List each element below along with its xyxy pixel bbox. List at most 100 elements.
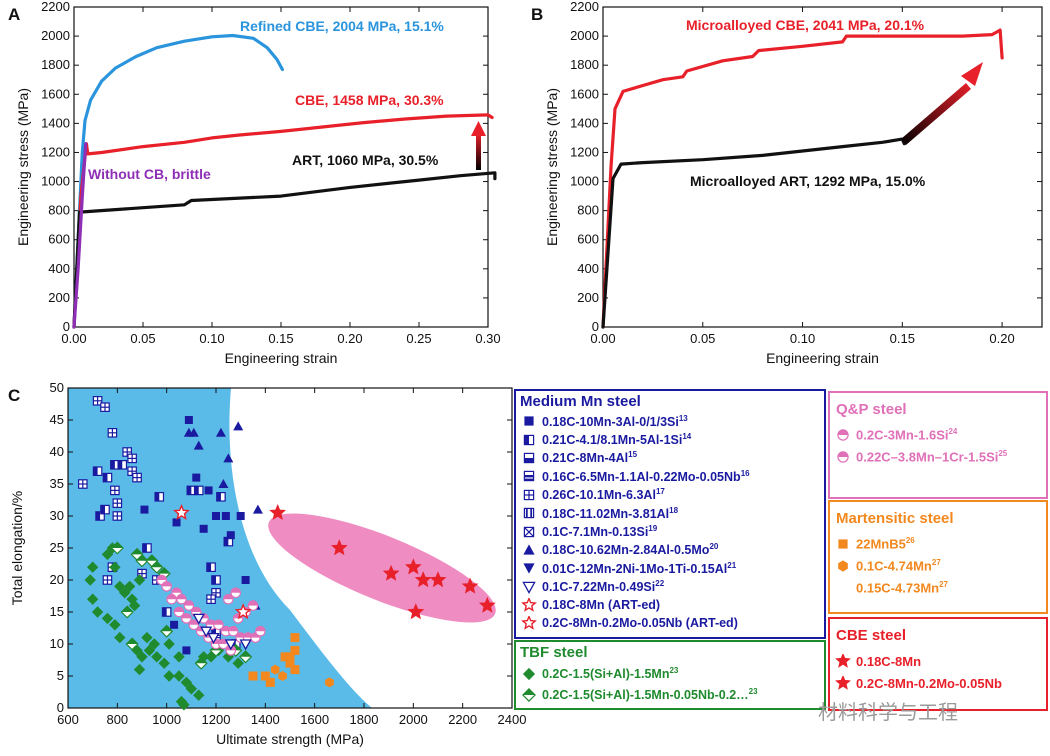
microalloyed-cbe-curve	[601, 28, 1004, 329]
panel-b-ytick-label: 2200	[570, 0, 599, 14]
panel-b-ytick-label: 1000	[570, 174, 599, 189]
legend-marker-sq-half-h	[523, 452, 535, 464]
tbf-half-point	[125, 637, 139, 651]
panel-a-xlabel: Engineering strain	[225, 350, 338, 366]
medium-mn-half-point-fill	[155, 492, 160, 501]
qp-point	[161, 581, 172, 592]
panel-c-xtick-label: 1800	[350, 712, 379, 727]
legend-item: 0.2C-1.5(Si+Al)-1.5Mn-0.05Nb-0.2…23	[520, 684, 824, 705]
legend-item-ref: 14	[682, 432, 692, 441]
medium-mn-open-triangle-point	[200, 626, 213, 638]
medium-mn-solid-point	[140, 505, 149, 514]
panel-a-xtick-label: 0.25	[406, 331, 431, 346]
medium-mn-half-point-fill	[95, 511, 101, 521]
panel-c-xtick-label: 2000	[399, 712, 428, 727]
medium-mn-solid-point	[192, 473, 201, 482]
legend-marker-sq-grid	[523, 489, 535, 500]
legend-item: 0.15C-4.73Mn27	[834, 577, 1046, 599]
legend-marker-shape	[522, 667, 536, 680]
legend-item: 0.1C-7.1Mn-0.13Si19	[520, 522, 824, 540]
cbe-star-point	[269, 503, 287, 521]
tbf-half-point	[110, 541, 124, 555]
panel-b-xtick-label: 0.10	[790, 331, 815, 346]
legend-item: 0.18C-8Mn	[834, 650, 1046, 672]
panel-c-ytick-label: 20	[50, 572, 64, 587]
qp-point-fill	[255, 626, 266, 632]
tbf-half-point-fill	[151, 561, 163, 568]
tbf-solid-point	[148, 638, 161, 650]
tbf-solid-point	[126, 593, 138, 605]
legend-marker-shape	[523, 507, 535, 519]
panel-a-ytick-label: 400	[48, 261, 70, 276]
tbf-solid-point	[101, 548, 114, 561]
legend-item-ref: 23	[669, 665, 679, 675]
panel-c-ytick-label: 35	[50, 476, 64, 491]
legend-marker-shape	[835, 676, 851, 690]
tbf-solid-point	[128, 599, 141, 612]
tbf-solid-point	[141, 631, 153, 644]
martensitic-hex-point	[278, 671, 287, 681]
qp-point-fill	[191, 607, 201, 612]
legend-item-ref: 21	[727, 560, 737, 570]
medium-mn-half-point	[161, 607, 172, 617]
legend-item-label: 0.21C-8Mn-4Al15	[542, 450, 638, 466]
legend-marker-sq-or	[838, 539, 848, 549]
tbf-solid-point	[185, 683, 198, 695]
tbf-solid-point	[86, 561, 99, 573]
medium-mn-solid-point	[199, 524, 208, 533]
legend-marker-star	[835, 676, 851, 690]
legend-item: 22MnB526	[834, 533, 1046, 555]
medium-mn-triangle-point	[233, 421, 244, 431]
panel-c-xtick-label: 1400	[251, 712, 280, 727]
legend-item: 0.21C-8Mn-4Al15	[520, 449, 824, 467]
legend-cbe: CBE steel 0.18C-8Mn 0.2C-8Mn-0.2Mo-0.05Nb	[828, 617, 1048, 711]
legend-item: 0.1C-4.74Mn27	[834, 555, 1046, 577]
pink-region	[268, 513, 496, 623]
medium-mn-triangle-point	[188, 427, 199, 437]
legend-item-label: 0.2C-8Mn-0.2Mo-0.05Nb (ART-ed)	[542, 616, 738, 631]
legend-title: TBF steel	[520, 644, 588, 661]
panel-a-ytick-label: 2000	[41, 28, 70, 43]
legend-marker-shape-bar	[524, 475, 534, 478]
cbe-star-point	[407, 603, 425, 620]
legend-marker-circ-half	[837, 451, 849, 463]
qp-point-fill	[213, 620, 224, 625]
legend-marker-shape	[523, 544, 535, 555]
qp-point-fill	[248, 600, 258, 606]
panel-c-xtick-label: 1200	[202, 712, 231, 727]
tbf-solid-point	[91, 606, 104, 618]
tbf-half-point-fill	[126, 638, 138, 644]
panel-a-ytick-label: 1200	[41, 144, 70, 159]
panel-c-regions	[68, 388, 496, 708]
tbf-half-point	[194, 656, 208, 670]
legend-marker-shape	[837, 451, 849, 463]
panel-b-ytick-label: 1200	[570, 144, 599, 159]
legend-item-ref: 19	[648, 523, 658, 533]
tbf-solid-point	[133, 574, 146, 586]
panel-a-xtick-label: 0.15	[268, 331, 293, 346]
panel-a-ytick-label: 200	[48, 290, 70, 305]
medium-mn-grid-point	[102, 575, 113, 585]
legend-marker-dia-half	[522, 687, 536, 702]
cbe-label: CBE, 1458 MPa, 30.3%	[295, 92, 444, 108]
legend-title: Q&P steel	[836, 401, 907, 418]
panel-b-ytick-label: 1600	[570, 86, 599, 101]
legend-marker-shape	[523, 434, 535, 445]
medium-mn-half-point-fill	[118, 460, 123, 469]
qp-point-fill	[189, 620, 199, 625]
legend-item: 0.2C-8Mn-0.2Mo-0.05Nb	[834, 672, 1046, 694]
panel-c-ylabel: Total elongation/%	[9, 491, 25, 605]
legend-marker-shape-line	[523, 526, 535, 537]
medium-mn-half-point-fill	[206, 563, 212, 572]
tbf-half-point-fill	[121, 606, 133, 612]
legend-title: Medium Mn steel	[520, 393, 641, 410]
medium-mn-half-point-fill	[216, 492, 221, 501]
qp-point	[166, 593, 177, 605]
qp-point	[181, 613, 192, 624]
medium-mn-triangle-point	[218, 479, 229, 488]
legend-title: Martensitic steel	[836, 510, 954, 527]
legend-marker-tri-down	[523, 563, 535, 574]
medium-mn-open-triangle-point	[192, 613, 205, 625]
legend-item-label: 0.2C-8Mn-0.2Mo-0.05Nb	[856, 675, 1002, 691]
tbf-solid-point	[193, 689, 205, 701]
